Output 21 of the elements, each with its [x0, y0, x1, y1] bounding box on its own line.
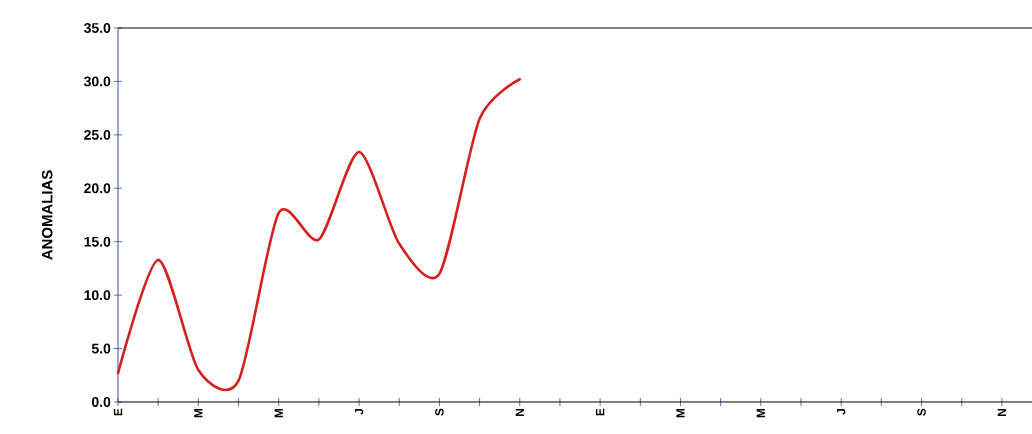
x-tick-label: J — [837, 409, 846, 415]
y-tick-label: 30.0 — [83, 76, 111, 87]
y-axis-title: ANOMALIAS — [41, 170, 53, 260]
x-tick-label: N — [997, 408, 1006, 417]
x-tick-label: S — [435, 408, 444, 416]
x-tick-label: M — [676, 408, 685, 418]
y-tick-label: 5.0 — [91, 343, 111, 354]
y-tick-label: 20.0 — [84, 183, 111, 194]
x-tick-label: M — [194, 408, 203, 418]
y-tick-label: 15.0 — [84, 236, 111, 247]
y-tick-label: 0.0 — [91, 397, 111, 407]
x-tick-label: J — [354, 409, 364, 415]
y-tick-label: 35.0 — [83, 23, 111, 33]
x-tick-label: N — [515, 408, 524, 417]
y-tick-label: 10.0 — [84, 290, 111, 301]
x-tick-label: E — [113, 408, 123, 416]
x-tick-label: E — [596, 408, 605, 416]
x-tick-label: M — [274, 408, 283, 418]
y-tick-label: 25.0 — [84, 129, 111, 140]
x-tick-label: M — [756, 408, 765, 418]
x-tick-label: S — [917, 408, 926, 416]
